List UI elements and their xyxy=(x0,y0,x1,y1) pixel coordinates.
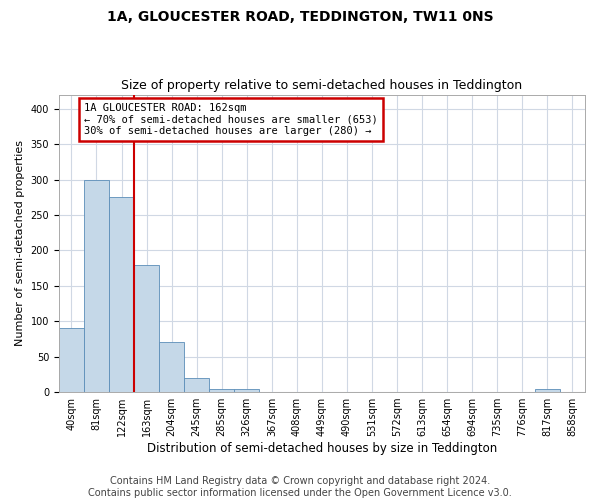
Bar xyxy=(134,264,159,392)
Bar xyxy=(109,198,134,392)
Title: Size of property relative to semi-detached houses in Teddington: Size of property relative to semi-detach… xyxy=(121,79,523,92)
X-axis label: Distribution of semi-detached houses by size in Teddington: Distribution of semi-detached houses by … xyxy=(147,442,497,455)
Text: 1A, GLOUCESTER ROAD, TEDDINGTON, TW11 0NS: 1A, GLOUCESTER ROAD, TEDDINGTON, TW11 0N… xyxy=(107,10,493,24)
Y-axis label: Number of semi-detached properties: Number of semi-detached properties xyxy=(15,140,25,346)
Bar xyxy=(209,388,234,392)
Bar xyxy=(184,378,209,392)
Bar xyxy=(84,180,109,392)
Bar xyxy=(159,342,184,392)
Bar xyxy=(535,389,560,392)
Bar xyxy=(59,328,84,392)
Text: Contains HM Land Registry data © Crown copyright and database right 2024.
Contai: Contains HM Land Registry data © Crown c… xyxy=(88,476,512,498)
Bar xyxy=(234,388,259,392)
Text: 1A GLOUCESTER ROAD: 162sqm
← 70% of semi-detached houses are smaller (653)
30% o: 1A GLOUCESTER ROAD: 162sqm ← 70% of semi… xyxy=(84,103,378,136)
